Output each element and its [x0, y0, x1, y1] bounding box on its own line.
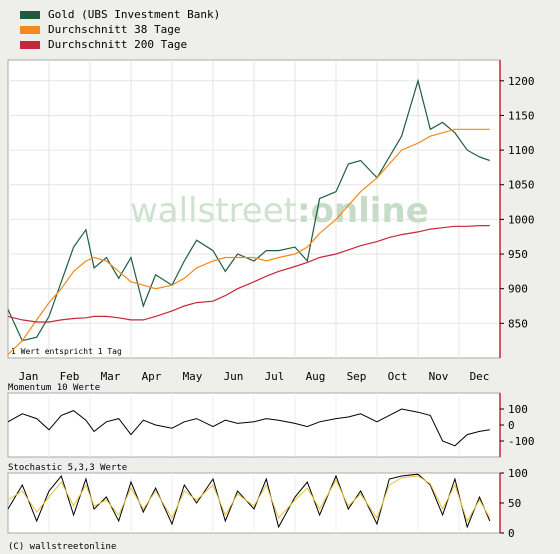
legend-label-gold: Gold (UBS Investment Bank) [48, 8, 221, 21]
price-axis: 850 900 950 1000 1050 1100 1150 1200 [500, 75, 535, 330]
y-tick-label: 0 [508, 527, 515, 540]
series-line-1 [7, 475, 491, 523]
legend-swatch-ma38 [20, 25, 40, 34]
y-tick-label: 100 [508, 467, 528, 480]
month-axis: Jan Feb Mar Apr May Jun Jul Aug Sep Oct Nov Dec [19, 370, 490, 383]
month-tick-label: Aug [306, 370, 326, 383]
main-grid [8, 60, 500, 358]
month-tick-label: Feb [60, 370, 80, 383]
y-tick-label: 1150 [508, 109, 535, 122]
stochastic-series [7, 473, 491, 529]
y-tick-label: 1050 [508, 179, 535, 192]
legend-item-ma200: Durchschnitt 200 Tage [20, 37, 220, 52]
month-tick-label: Apr [142, 370, 162, 383]
month-tick-label: Nov [429, 370, 449, 383]
y-tick-label: 850 [508, 317, 528, 330]
month-tick-label: Jul [265, 370, 285, 383]
legend-item-ma38: Durchschnitt 38 Tage [20, 22, 220, 37]
legend-swatch-ma200 [20, 40, 40, 49]
watermark: wallstreet:online [130, 191, 429, 231]
legend-item-gold: Gold (UBS Investment Bank) [20, 7, 220, 22]
month-tick-label: Dec [470, 370, 490, 383]
y-tick-label: 100 [508, 403, 528, 416]
resolution-note: 1 Wert entspricht 1 Tag [11, 347, 122, 356]
series-line-0 [7, 408, 490, 447]
stochastic-axis: 100 50 0 [500, 467, 528, 540]
momentum-series [7, 408, 490, 447]
y-tick-label: 1200 [508, 75, 535, 88]
y-tick-label: 1000 [508, 213, 535, 226]
month-tick-label: Oct [388, 370, 408, 383]
momentum-title: Momentum 10 Werte [8, 383, 100, 393]
month-tick-label: Jun [224, 370, 244, 383]
month-tick-label: Sep [347, 370, 367, 383]
y-tick-label: 950 [508, 248, 528, 261]
series-line-2 [7, 225, 490, 323]
legend: Gold (UBS Investment Bank) Durchschnitt … [20, 7, 220, 52]
month-tick-label: Jan [19, 370, 39, 383]
momentum-grid [48, 393, 460, 457]
legend-swatch-gold [20, 10, 40, 19]
y-tick-label: 0 [508, 419, 515, 432]
month-tick-label: Mar [101, 370, 121, 383]
legend-label-ma200: Durchschnitt 200 Tage [48, 38, 188, 51]
stochastic-title: Stochastic 5,3,3 Werte [8, 463, 127, 473]
copyright-footer: (C) wallstreetonline [8, 542, 117, 552]
main-series [7, 78, 490, 355]
y-tick-label: 50 [508, 497, 521, 510]
legend-label-ma38: Durchschnitt 38 Tage [48, 23, 181, 36]
month-tick-label: May [183, 370, 203, 383]
momentum-axis: 100 0 -100 [500, 403, 535, 448]
y-tick-label: 900 [508, 283, 528, 296]
y-tick-label: -100 [508, 435, 535, 448]
series-line-1 [7, 128, 490, 355]
y-tick-label: 1100 [508, 144, 535, 157]
